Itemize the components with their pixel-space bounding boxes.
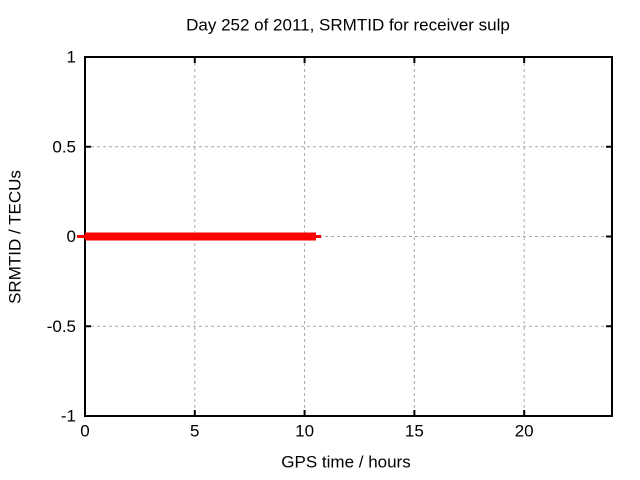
x-axis-label: GPS time / hours <box>281 453 410 472</box>
grid-lines <box>85 57 612 416</box>
y-tick-label: -0.5 <box>47 317 76 336</box>
y-axis-label: SRMTID / TECUs <box>6 170 25 304</box>
x-tick-label: 0 <box>80 422 89 441</box>
chart-title: Day 252 of 2011, SRMTID for receiver sul… <box>186 16 510 35</box>
y-tick-label: 0.5 <box>52 137 76 156</box>
y-tick-label: 0 <box>67 227 76 246</box>
tick-labels: 0 5 10 15 20 1 0.5 0 -0.5 -1 <box>47 48 534 441</box>
y-tick-label: -1 <box>61 407 76 426</box>
x-tick-label: 10 <box>295 422 314 441</box>
x-tick-label: 5 <box>190 422 199 441</box>
x-tick-label: 15 <box>405 422 424 441</box>
y-tick-label: 1 <box>67 48 76 67</box>
x-tick-label: 20 <box>515 422 534 441</box>
